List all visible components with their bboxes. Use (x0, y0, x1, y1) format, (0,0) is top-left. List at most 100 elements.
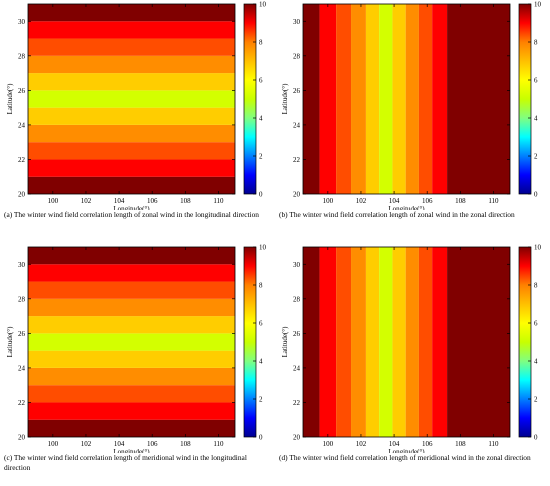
caption-b: (b) The winter wind field correlation le… (279, 210, 515, 219)
x-tick-label: 102 (81, 440, 92, 448)
x-tick-label: 110 (488, 440, 499, 448)
y-tick-label: 22 (18, 156, 26, 164)
colorbar-tick-label: 6 (259, 77, 263, 85)
x-tick-label: 102 (356, 440, 367, 448)
y-tick-label: 20 (293, 191, 301, 199)
y-tick-label: 20 (18, 191, 26, 199)
x-tick-label: 100 (323, 440, 334, 448)
x-tick-label: 104 (114, 197, 125, 205)
band-6 (28, 316, 235, 334)
y-tick-label: 28 (293, 295, 301, 303)
band-9 (432, 4, 448, 194)
x-axis-label: Longitude(°) (388, 205, 425, 210)
y-tick-label: 26 (293, 87, 301, 95)
colorbar-tick-label: 10 (259, 1, 267, 9)
chart-panel-b: 100 102 104 106 108 110 20 22 24 26 28 30 Longitude(… (275, 0, 550, 243)
y-tick-label: 26 (18, 330, 26, 338)
colorbar-tick-label: 2 (534, 396, 538, 404)
colorbar-tick-label: 10 (534, 1, 542, 9)
x-tick-label: 110 (488, 197, 499, 205)
x-axis-label: Longitude(°) (388, 448, 425, 453)
band-8 (418, 4, 433, 194)
y-tick-label: 30 (18, 18, 26, 26)
y-tick-label: 22 (18, 399, 26, 407)
y-tick-label: 22 (293, 399, 301, 407)
plot-frame (27, 246, 236, 438)
x-tick-label: 100 (48, 197, 59, 205)
y-tick-label: 28 (18, 52, 26, 60)
y-tick-label: 24 (18, 364, 26, 372)
x-tick-label: 106 (147, 197, 158, 205)
band-10 (28, 4, 235, 22)
band-1 (28, 402, 235, 420)
y-tick-label: 20 (293, 434, 301, 442)
colorbar-tick-label: 6 (534, 77, 538, 85)
x-tick-label: 106 (422, 197, 433, 205)
x-axis-label: Longitude(°) (113, 205, 150, 210)
band-8 (28, 38, 235, 56)
colorbar-tick-label: 0 (534, 434, 538, 442)
band-1 (319, 247, 337, 437)
band-3 (28, 367, 235, 386)
x-tick-label: 102 (356, 197, 367, 205)
colorbar-tick-label: 6 (534, 320, 538, 328)
y-tick-label: 30 (293, 261, 301, 269)
colorbar-tick-label: 2 (534, 153, 538, 161)
band-7 (405, 4, 419, 194)
y-tick-label: 20 (18, 434, 26, 442)
y-tick-label: 24 (293, 364, 301, 372)
heatmap-chart-a: 100 102 104 106 108 110202224262830Longitude(… (6, 1, 267, 211)
chart-panel-a: 100 102 104 106 108 110 20 22 24 26 28 30 Longitude(… (0, 0, 275, 243)
colorbar-tick-label: 2 (259, 396, 263, 404)
colorbar-tick-label: 4 (534, 115, 538, 123)
caption-a: (a) The winter wind field correlation le… (4, 210, 259, 219)
colorbar-tick-label: 0 (259, 191, 263, 199)
x-tick-label: 104 (389, 197, 400, 205)
y-axis-label: Latitude(°) (281, 326, 289, 357)
band-4 (28, 350, 235, 368)
colorbar (243, 246, 257, 438)
colorbar-tick-label: 4 (534, 358, 538, 366)
band-1 (319, 4, 337, 194)
band-9 (28, 264, 235, 282)
plot-frame (302, 246, 511, 438)
colorbar-tick-label: 8 (259, 39, 263, 47)
colorbar (518, 3, 532, 195)
colorbar-tick-label: 6 (259, 320, 263, 328)
heatmap-chart-b: 100 102 104 106 108 110202224262830Longitude(… (281, 1, 542, 211)
x-tick-label: 104 (389, 440, 400, 448)
colorbar (518, 246, 532, 438)
band-4 (365, 247, 380, 437)
x-tick-label: 106 (422, 440, 433, 448)
caption-d: (d) The winter wind field correlation le… (279, 453, 531, 462)
y-tick-label: 26 (18, 87, 26, 95)
caption-c: (c) The winter wind field correlation le… (4, 453, 247, 472)
band-2 (28, 385, 235, 403)
y-tick-label: 24 (293, 121, 301, 129)
band-8 (418, 247, 433, 437)
colorbar-tick-label: 4 (259, 358, 263, 366)
band-7 (405, 247, 419, 437)
colorbar-tick-label: 10 (534, 244, 542, 252)
y-axis-label: Latitude(°) (6, 326, 14, 357)
band-0 (28, 419, 235, 437)
band-5 (28, 333, 235, 351)
band-10 (447, 4, 510, 194)
heatmap-chart-c: 100 102 104 106 108 110202224262830Longitude(… (6, 244, 267, 454)
x-tick-label: 108 (180, 197, 191, 205)
colorbar-tick-label: 8 (534, 39, 538, 47)
heatmap-chart-d: 100 102 104 106 108 110202224262830Longitude(… (281, 244, 542, 454)
band-7 (28, 298, 235, 317)
band-9 (28, 21, 235, 39)
x-tick-label: 110 (213, 440, 224, 448)
y-tick-label: 30 (18, 261, 26, 269)
x-tick-label: 110 (213, 197, 224, 205)
band-0 (303, 4, 320, 194)
band-5 (379, 247, 393, 437)
band-6 (392, 4, 406, 194)
y-tick-label: 24 (18, 121, 26, 129)
colorbar-tick-label: 0 (259, 434, 263, 442)
y-tick-label: 28 (293, 52, 301, 60)
band-1 (28, 159, 235, 177)
band-0 (28, 176, 235, 194)
